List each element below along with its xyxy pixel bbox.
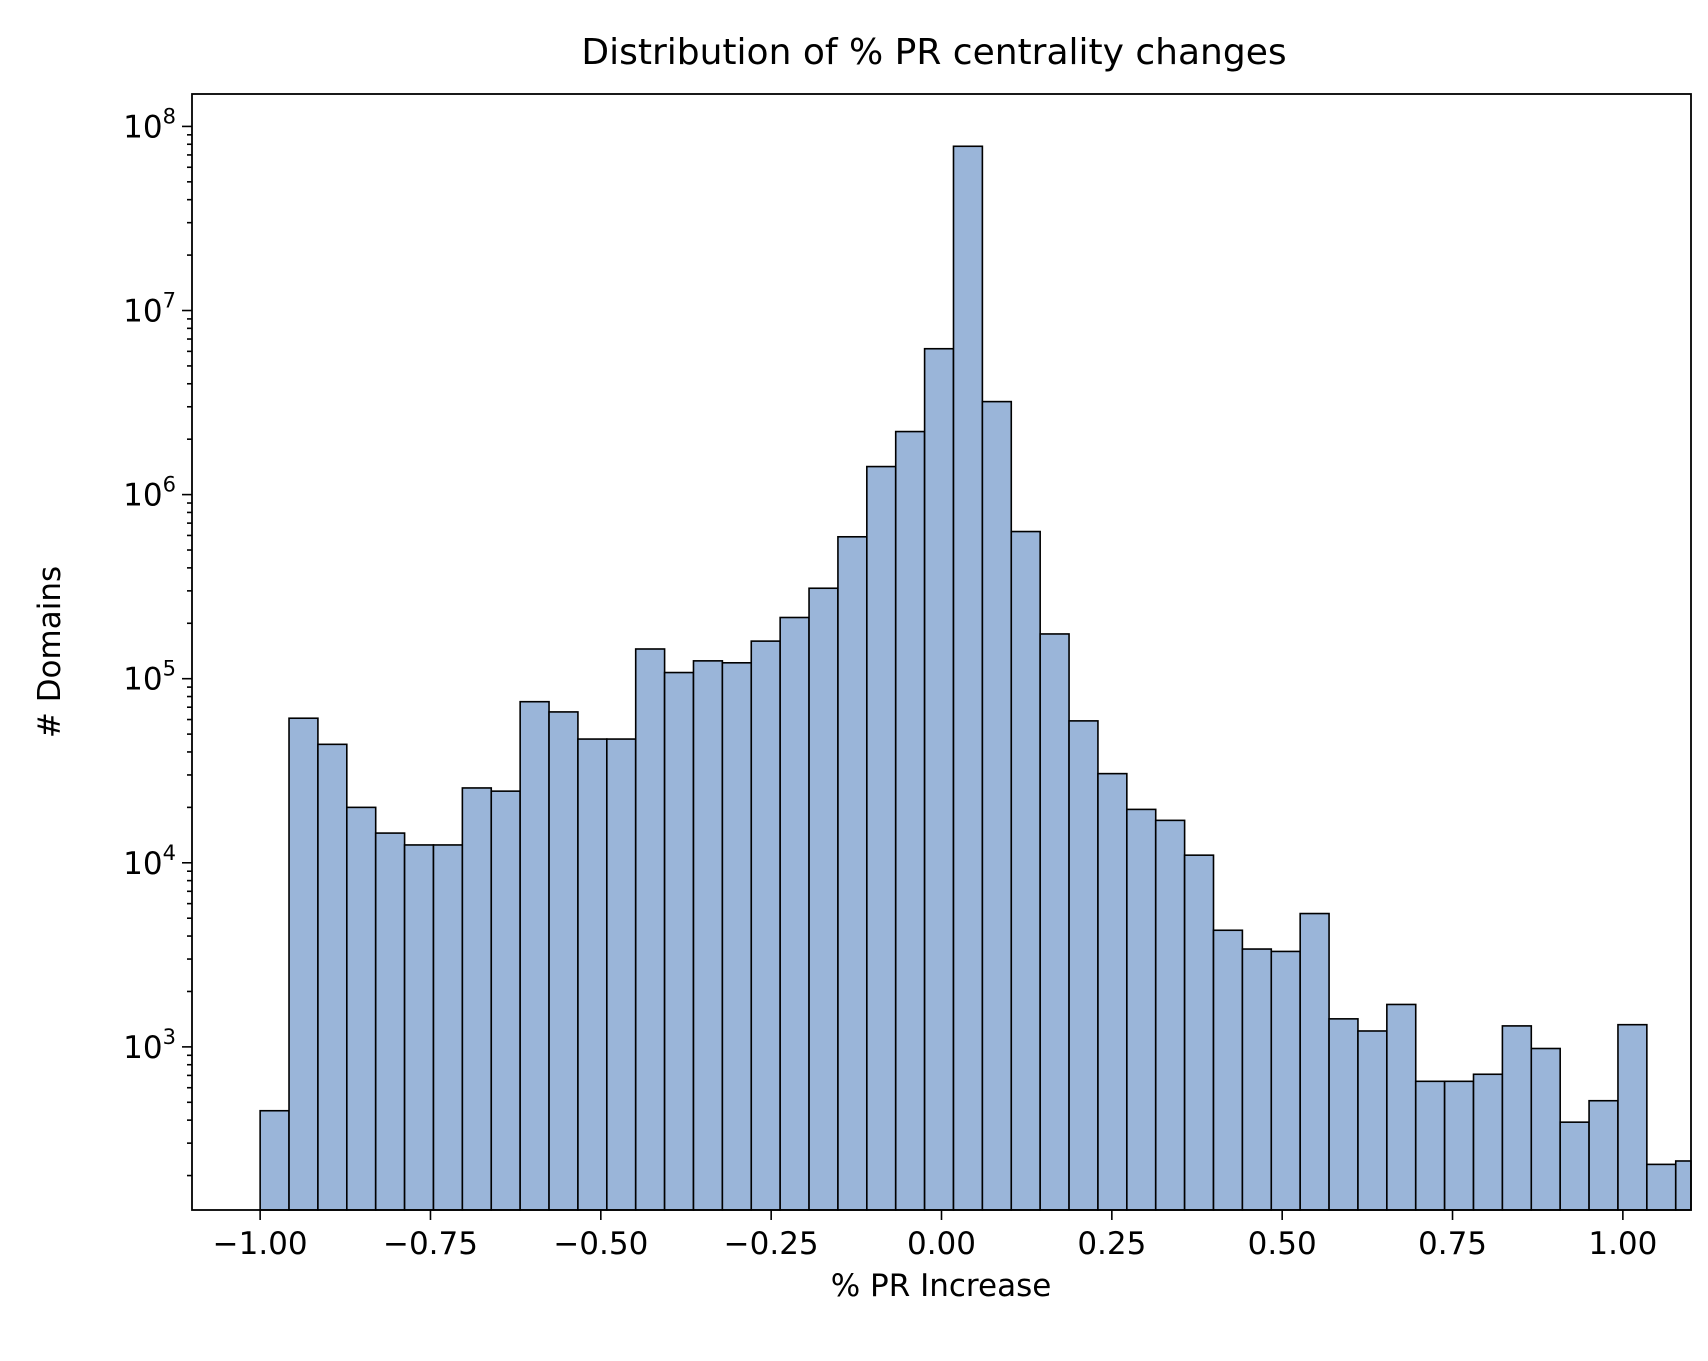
x-tick-label: 0.25 — [1077, 1226, 1146, 1262]
y-tick-label: 105 — [123, 657, 176, 698]
chart-title: Distribution of % PR centrality changes — [581, 32, 1286, 73]
histogram-bar — [1126, 808, 1157, 1211]
histogram-bar — [1097, 772, 1128, 1211]
histogram-bar — [952, 145, 984, 1211]
histogram-bar — [1328, 1018, 1359, 1211]
histogram-bar — [1154, 819, 1186, 1211]
histogram-bar — [634, 648, 666, 1211]
histogram-bar — [923, 347, 955, 1211]
histogram-bar — [1530, 1047, 1561, 1211]
x-tick-label: 1.00 — [1588, 1226, 1657, 1262]
histogram-bar — [1588, 1099, 1619, 1211]
histogram-bar — [1183, 854, 1215, 1211]
histogram-bar — [1443, 1080, 1475, 1211]
histogram-bar — [663, 671, 695, 1211]
histogram-bar — [837, 535, 868, 1211]
histogram-bar — [317, 743, 348, 1211]
histogram-bar — [1646, 1163, 1677, 1211]
histogram-bar — [1357, 1030, 1388, 1211]
histogram-bar — [721, 661, 753, 1211]
histogram-bar — [1212, 929, 1244, 1211]
histogram-bar — [432, 844, 464, 1211]
histogram-bar — [346, 806, 377, 1211]
y-axis-ticks: 103 104 105 106 107 108 — [123, 104, 192, 1177]
histogram-bar — [692, 660, 724, 1211]
histogram-bar — [288, 717, 319, 1211]
histogram-bar — [1010, 530, 1041, 1211]
histogram-bar — [519, 700, 550, 1211]
histogram-bar — [1501, 1025, 1533, 1211]
x-tick-label: 0.00 — [907, 1226, 976, 1262]
histogram-bar — [1414, 1080, 1446, 1211]
histogram-bars — [259, 145, 1692, 1211]
y-tick-label: 106 — [123, 473, 176, 514]
histogram-bar — [866, 465, 897, 1211]
histogram-bar — [1068, 720, 1099, 1211]
histogram-bar — [548, 711, 579, 1211]
histogram-bar — [808, 587, 839, 1211]
histogram-bar — [490, 790, 521, 1211]
histogram-bar — [259, 1109, 290, 1211]
y-axis-label: # Domains — [32, 566, 68, 738]
x-axis-label: % PR Increase — [831, 1268, 1052, 1304]
histogram-bar — [750, 640, 781, 1211]
x-tick-label: −1.00 — [213, 1226, 308, 1262]
histogram-bar — [1674, 1160, 1692, 1211]
y-tick-label: 103 — [123, 1025, 176, 1066]
y-tick-label: 107 — [123, 289, 176, 330]
x-tick-label: 0.75 — [1418, 1226, 1487, 1262]
x-tick-label: −0.25 — [724, 1226, 819, 1262]
histogram-bar — [779, 616, 810, 1211]
histogram-bar — [461, 787, 493, 1211]
histogram-bar — [374, 832, 406, 1211]
histogram-bar — [1617, 1023, 1648, 1211]
histogram-bar — [1299, 912, 1330, 1211]
y-tick-label: 104 — [123, 841, 176, 882]
histogram-bar — [1270, 950, 1301, 1211]
x-tick-label: 0.50 — [1248, 1226, 1317, 1262]
histogram-bar — [1241, 948, 1273, 1211]
histogram-bar — [1559, 1121, 1590, 1211]
histogram-bar — [1039, 633, 1070, 1211]
y-tick-label: 108 — [123, 104, 176, 145]
histogram-bar — [577, 738, 608, 1211]
histogram-bar — [981, 400, 1013, 1211]
histogram-bar — [606, 738, 637, 1211]
histogram-bar — [1386, 1003, 1417, 1211]
histogram-bar — [403, 844, 435, 1211]
histogram-bar — [1472, 1073, 1504, 1211]
x-tick-label: −0.50 — [553, 1226, 648, 1262]
x-axis-ticks: −1.00 −0.75 −0.50 −0.25 0.00 0.25 0.50 0.75 1.00 — [213, 1210, 1657, 1262]
histogram-bar — [894, 430, 926, 1211]
x-tick-label: −0.75 — [383, 1226, 478, 1262]
